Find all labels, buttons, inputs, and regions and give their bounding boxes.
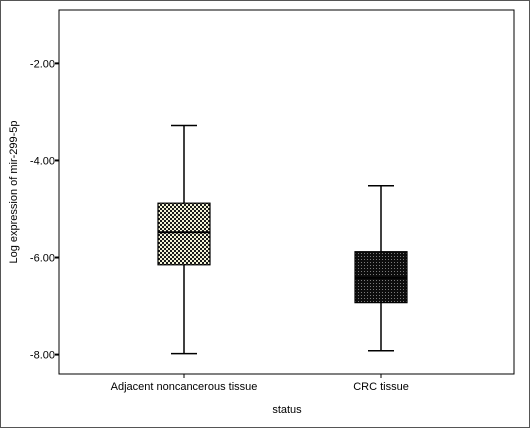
x-axis-label: status bbox=[272, 404, 302, 416]
plot-frame bbox=[58, 9, 515, 375]
x-axis: Adjacent noncancerous tissue CRC tissue bbox=[111, 374, 409, 393]
y-tick-label: -4.00 bbox=[30, 155, 55, 167]
y-axis: -2.00 -4.00 -6.00 -8.00 bbox=[30, 58, 59, 362]
box-group bbox=[157, 124, 211, 355]
y-tick-label: -6.00 bbox=[30, 253, 55, 265]
iqr-box bbox=[157, 202, 211, 266]
y-tick-label: -8.00 bbox=[30, 350, 55, 362]
y-tick-label: -2.00 bbox=[30, 58, 55, 70]
box-group bbox=[354, 184, 408, 352]
y-axis-label: Log expression of mir-299-5p bbox=[8, 120, 20, 263]
boxes-layer bbox=[157, 124, 408, 355]
x-tick-label: Adjacent noncancerous tissue bbox=[111, 381, 258, 393]
x-tick-label: CRC tissue bbox=[353, 381, 409, 393]
